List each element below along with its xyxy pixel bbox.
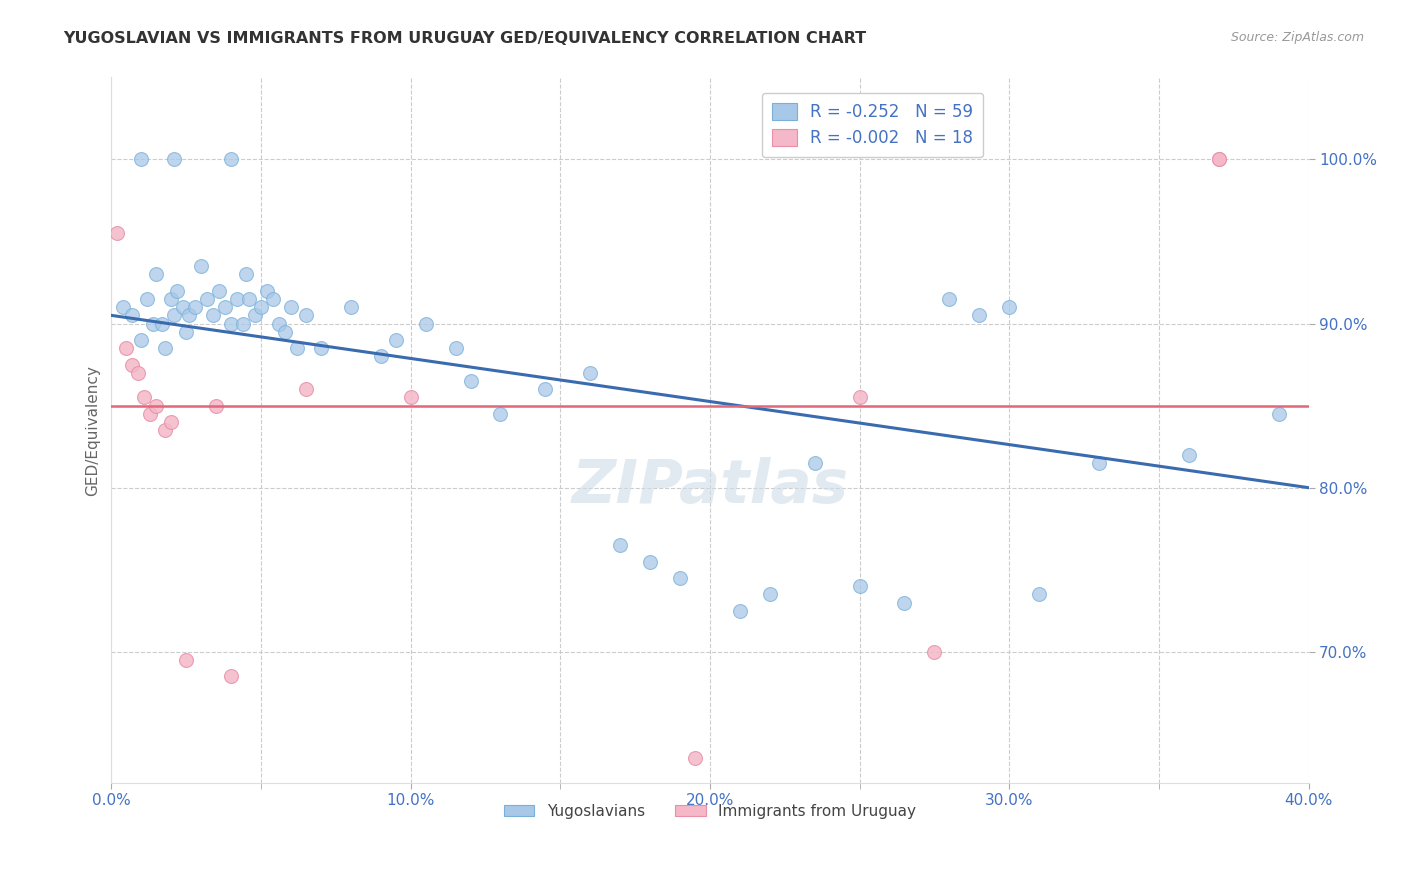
Point [121, 309, 143, 323]
Point [219, 669, 242, 683]
Point [669, 571, 692, 585]
Point [295, 309, 318, 323]
Point [267, 317, 290, 331]
Point [232, 317, 254, 331]
Point [250, 300, 273, 314]
Point [460, 374, 482, 388]
Point [1178, 448, 1201, 462]
Point [163, 153, 186, 167]
Point [134, 391, 156, 405]
Point [235, 268, 257, 282]
Point [142, 317, 165, 331]
Point [803, 456, 825, 470]
Point [924, 645, 946, 659]
Point [105, 227, 128, 241]
Text: Source: ZipAtlas.com: Source: ZipAtlas.com [1230, 31, 1364, 45]
Point [295, 382, 318, 396]
Point [145, 399, 167, 413]
Point [969, 309, 991, 323]
Point [115, 341, 138, 355]
Point [938, 292, 960, 306]
Point [1208, 153, 1230, 167]
Point [274, 325, 297, 339]
Point [226, 292, 249, 306]
Point [174, 653, 197, 667]
Point [219, 317, 242, 331]
Point [444, 341, 467, 355]
Point [534, 382, 557, 396]
Point [214, 300, 236, 314]
Point [219, 153, 242, 167]
Point [205, 399, 228, 413]
Point [285, 341, 308, 355]
Point [243, 309, 266, 323]
Point [139, 407, 162, 421]
Point [759, 587, 782, 601]
Point [121, 358, 143, 372]
Point [202, 309, 225, 323]
Point [579, 366, 602, 380]
Point [848, 391, 870, 405]
Point [112, 300, 135, 314]
Point [174, 325, 197, 339]
Point [155, 341, 177, 355]
Point [399, 391, 422, 405]
Point [893, 595, 915, 609]
Point [172, 300, 194, 314]
Point [136, 292, 159, 306]
Point [609, 538, 631, 552]
Point [131, 153, 153, 167]
Point [145, 268, 167, 282]
Point [131, 333, 153, 347]
Point [262, 292, 284, 306]
Point [163, 309, 186, 323]
Point [998, 300, 1021, 314]
Point [179, 309, 201, 323]
Point [309, 341, 332, 355]
Point [340, 300, 363, 314]
Text: ZIPatlas: ZIPatlas [571, 458, 849, 516]
Y-axis label: GED/Equivalency: GED/Equivalency [86, 365, 100, 496]
Point [489, 407, 512, 421]
Point [127, 366, 149, 380]
Point [195, 292, 218, 306]
Point [166, 284, 188, 298]
Legend: Yugoslavians, Immigrants from Uruguay: Yugoslavians, Immigrants from Uruguay [498, 797, 922, 825]
Point [1267, 407, 1289, 421]
Point [848, 579, 870, 593]
Point [160, 415, 183, 429]
Point [208, 284, 231, 298]
Text: YUGOSLAVIAN VS IMMIGRANTS FROM URUGUAY GED/EQUIVALENCY CORRELATION CHART: YUGOSLAVIAN VS IMMIGRANTS FROM URUGUAY G… [63, 31, 866, 46]
Point [1088, 456, 1111, 470]
Point [638, 555, 661, 569]
Point [190, 259, 212, 273]
Point [150, 317, 173, 331]
Point [728, 604, 751, 618]
Point [370, 350, 392, 364]
Point [415, 317, 437, 331]
Point [256, 284, 278, 298]
Point [184, 300, 207, 314]
Point [683, 751, 706, 765]
Point [384, 333, 406, 347]
Point [1208, 153, 1230, 167]
Point [160, 292, 183, 306]
Point [155, 423, 177, 437]
Point [238, 292, 260, 306]
Point [280, 300, 302, 314]
Point [1028, 587, 1050, 601]
